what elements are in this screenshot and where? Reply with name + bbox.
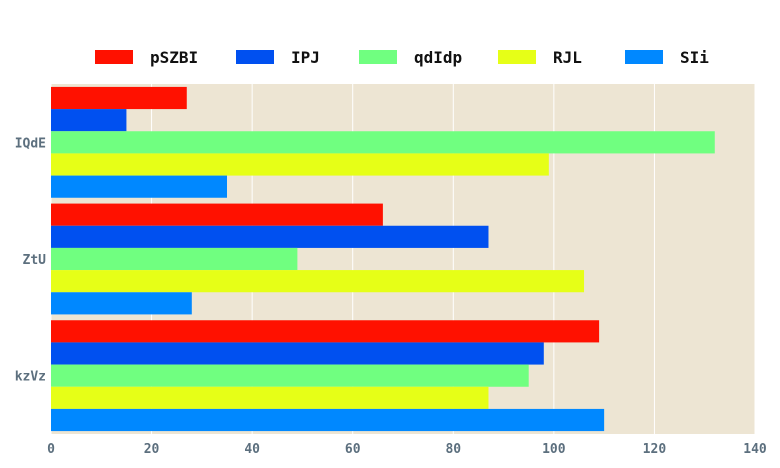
bar-IPJ-IQdE[interactable] bbox=[51, 109, 127, 132]
y-tick-label-IQdE: IQdE bbox=[15, 136, 46, 151]
legend-swatch-RJL bbox=[498, 50, 536, 64]
y-tick-label-ZtU: ZtU bbox=[23, 253, 47, 268]
bar-SIi-kzVz[interactable] bbox=[51, 408, 605, 432]
x-tick-label: 20 bbox=[144, 442, 160, 457]
legend-swatch-SIi bbox=[625, 50, 663, 64]
legend-item-qdIdp[interactable]: qdIdp bbox=[359, 48, 462, 67]
legend-label-qdIdp: qdIdp bbox=[414, 48, 462, 67]
y-axis-tick-labels: IQdE ZtU kzVz bbox=[15, 136, 46, 384]
legend[interactable]: pSZBI IPJ qdIdp RJL SIi bbox=[95, 48, 709, 67]
bar-pSZBI-ZtU[interactable] bbox=[51, 203, 383, 226]
x-tick-label: 0 bbox=[47, 442, 55, 457]
x-tick-label: 40 bbox=[244, 442, 260, 457]
legend-label-pSZBI: pSZBI bbox=[150, 48, 198, 67]
bar-RJL-kzVz[interactable] bbox=[51, 386, 489, 409]
x-tick-label: 120 bbox=[643, 442, 667, 457]
y-tick-label-kzVz: kzVz bbox=[15, 370, 46, 385]
bar-IPJ-kzVz[interactable] bbox=[51, 342, 544, 365]
bar-RJL-ZtU[interactable] bbox=[51, 270, 585, 293]
x-tick-label: 140 bbox=[743, 442, 767, 457]
legend-item-IPJ[interactable]: IPJ bbox=[236, 48, 320, 67]
bar-qdIdp-IQdE[interactable] bbox=[51, 131, 715, 154]
bars-group bbox=[51, 86, 715, 432]
bar-pSZBI-kzVz[interactable] bbox=[51, 320, 600, 343]
legend-item-pSZBI[interactable]: pSZBI bbox=[95, 48, 198, 67]
x-tick-label: 100 bbox=[542, 442, 566, 457]
bar-RJL-IQdE[interactable] bbox=[51, 153, 549, 176]
bar-qdIdp-kzVz[interactable] bbox=[51, 364, 529, 387]
legend-label-RJL: RJL bbox=[553, 48, 582, 67]
legend-item-SIi[interactable]: SIi bbox=[625, 48, 709, 67]
legend-label-SIi: SIi bbox=[680, 48, 709, 67]
x-tick-label: 60 bbox=[345, 442, 361, 457]
legend-swatch-qdIdp bbox=[359, 50, 397, 64]
x-tick-label: 80 bbox=[445, 442, 461, 457]
bar-IPJ-ZtU[interactable] bbox=[51, 225, 489, 248]
legend-label-IPJ: IPJ bbox=[291, 48, 320, 67]
legend-swatch-pSZBI bbox=[95, 50, 133, 64]
legend-swatch-IPJ bbox=[236, 50, 274, 64]
bar-qdIdp-ZtU[interactable] bbox=[51, 247, 298, 271]
bar-SIi-IQdE[interactable] bbox=[51, 175, 227, 198]
x-axis-tick-labels: 0 20 40 60 80 100 120 140 bbox=[47, 442, 767, 457]
legend-item-RJL[interactable]: RJL bbox=[498, 48, 582, 67]
bar-pSZBI-IQdE[interactable] bbox=[51, 86, 187, 110]
bar-SIi-ZtU[interactable] bbox=[51, 292, 192, 315]
